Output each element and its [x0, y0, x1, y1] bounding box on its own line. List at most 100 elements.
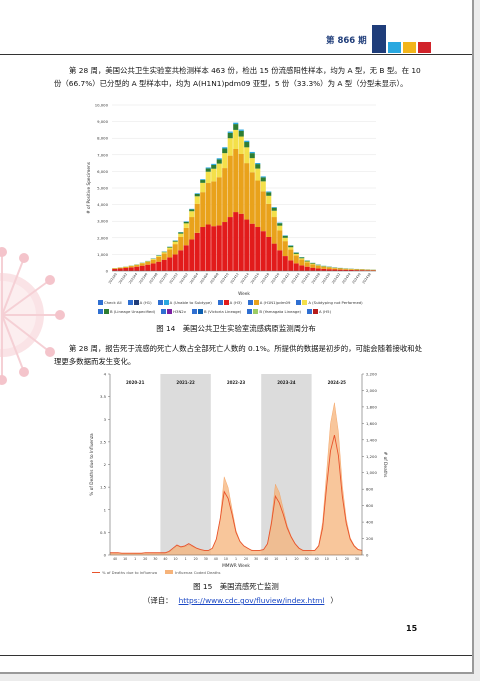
chart1-bar-segment [211, 164, 217, 169]
chart1-legend-item[interactable]: B (Lineage Unspecified) [98, 307, 155, 316]
legend-label: A (H3) [229, 300, 242, 305]
chart2-ytick-right-label: 1,400 [366, 437, 377, 442]
color-block-red [418, 42, 431, 53]
checkbox-icon[interactable] [98, 300, 103, 305]
chart1-bar-segment [326, 267, 332, 270]
checkbox-icon[interactable] [157, 300, 163, 305]
source-suffix: ） [330, 596, 338, 605]
chart2-y-axis-label: % of Deaths due to Influenza [89, 433, 95, 496]
figure-14-caption: 图 14 美国公共卫生实验室流感病原监测周分布 [156, 324, 316, 333]
checkbox-icon[interactable] [296, 300, 302, 305]
chart1-bar-segment [194, 193, 200, 194]
chart1-bar-segment [299, 259, 305, 266]
chart1-bar-segment [161, 259, 167, 271]
chart1-bar-segment [277, 225, 283, 231]
chart1-bar-segment [255, 227, 261, 271]
chart1-bar-segment [178, 236, 184, 251]
checkbox-icon[interactable] [247, 300, 253, 305]
chart1-xtick-label: 202428 [311, 272, 321, 284]
source-link[interactable]: https://www.cdc.gov/fluview/index.html [178, 596, 325, 605]
chart1-bar-segment [282, 256, 288, 271]
chart1-bar-segment [255, 164, 261, 169]
chart1-bar-segment [359, 269, 365, 271]
chart1-bar-segment [183, 221, 189, 224]
chart1-xtick-label: 202416 [250, 272, 260, 284]
chart1-bar-segment [205, 171, 211, 184]
chart1-bar-segment [178, 233, 184, 237]
chart1-legend-item[interactable]: B (Yamagata Lineage) [247, 307, 301, 316]
chart1-bar-segment [145, 264, 151, 271]
color-block-navy [372, 25, 386, 53]
chart1-legend-item[interactable]: A (H1N1)pdm09 [247, 298, 290, 307]
chart1-bar-segment [150, 258, 156, 260]
chart2-y-axis-right-label: # of Deaths [382, 452, 388, 478]
chart2-xtick-label: 40 [315, 557, 319, 561]
chart1-bar-segment [304, 261, 310, 263]
chart1-legend-item[interactable]: A (H1) [127, 298, 152, 307]
checkbox-icon[interactable] [127, 300, 133, 305]
chart2-ytick-right-label: 2,000 [366, 388, 377, 393]
chart1-legend-item[interactable]: B (Victoria Lineage) [191, 307, 241, 316]
chart1-bar-segment [227, 217, 233, 271]
chart1-bar-segment [189, 209, 195, 212]
legend-label: A (Unable to Subtype) [169, 300, 212, 305]
chart1-x-axis-label: Week [238, 291, 250, 297]
chart2-xtick-label: 30 [305, 557, 309, 561]
chart2-xtick-label: 1 [185, 557, 187, 561]
chart1-bar-segment [172, 254, 178, 271]
chart1-bar-segment [123, 267, 129, 269]
chart1-bar-segment [161, 251, 167, 253]
chart1-bar-segment [299, 258, 305, 260]
chart1-bar-segment [211, 168, 217, 182]
chart1-bar-segment [260, 181, 266, 192]
checkbox-icon[interactable] [98, 309, 103, 314]
chart1-bar-segment [293, 255, 299, 264]
chart1-legend-item[interactable]: H3N2v [161, 307, 186, 316]
chart1-bar-segment [222, 147, 228, 149]
chart2-ytick-right-label: 1,200 [366, 454, 377, 459]
legend-label: Influenza Coded Deaths [175, 570, 221, 575]
chart2-x-axis-label: MMWR Week [222, 563, 250, 569]
checkbox-icon[interactable] [247, 309, 253, 314]
chart1-bar-segment [282, 235, 288, 238]
chart1-bar-segment [227, 155, 233, 218]
chart1-bar-segment [205, 183, 211, 225]
checkbox-icon[interactable] [217, 300, 223, 305]
chart2-xtick-label: 20 [143, 557, 147, 561]
chart1-bar-segment [233, 129, 239, 149]
chart1-bar-segment [260, 191, 266, 232]
chart1-legend-item[interactable]: Check All [98, 298, 122, 307]
chart1-bar-segment [244, 163, 250, 220]
chart2-ytick-right-label: 1,000 [366, 470, 377, 475]
chart1-legend-item[interactable]: A (Subtyping not Performed) [296, 298, 363, 307]
chart2-xtick-label: 40 [163, 557, 167, 561]
chart1-legend-item[interactable]: A (H3) [217, 298, 242, 307]
chart1-xtick-label: 202432 [331, 272, 341, 284]
chart1-legend-item[interactable]: A (Unable to Subtype) [157, 298, 212, 307]
chart1-legend-item[interactable]: A (H5) [307, 307, 331, 316]
chart1-bar-segment [134, 265, 140, 267]
chart1-bar-segment [244, 140, 250, 143]
chart1-bar-segment [315, 268, 321, 271]
chart1-ytick-label: 6,000 [97, 169, 108, 174]
checkbox-icon[interactable] [307, 309, 313, 314]
chart1-xtick-label: 202414 [240, 272, 250, 284]
chart1-bar-segment [172, 240, 178, 242]
legend-label: % of Deaths due to Influenza [102, 570, 158, 575]
chart1-xtick-label: 202426 [301, 272, 311, 284]
chart1-bar-segment [167, 257, 173, 271]
chart1-bar-segment [156, 255, 162, 257]
legend-label: H3N2v [173, 309, 186, 314]
chart2-ytick-label: 1.5 [100, 485, 107, 490]
chart2-ytick-label: 3.5 [100, 394, 107, 399]
chart1-bar-segment [200, 227, 206, 271]
chart2-xtick-label: 40 [113, 557, 117, 561]
chart1-bar-segment [172, 244, 178, 255]
legend-swatch [313, 309, 319, 314]
chart2-ytick-label: 4 [104, 372, 107, 377]
checkbox-icon[interactable] [161, 309, 167, 314]
chart1-xtick-label: 202402 [179, 272, 189, 284]
season-shading [160, 374, 211, 555]
checkbox-icon[interactable] [191, 309, 197, 314]
chart2-ytick-label: 3 [104, 417, 107, 422]
